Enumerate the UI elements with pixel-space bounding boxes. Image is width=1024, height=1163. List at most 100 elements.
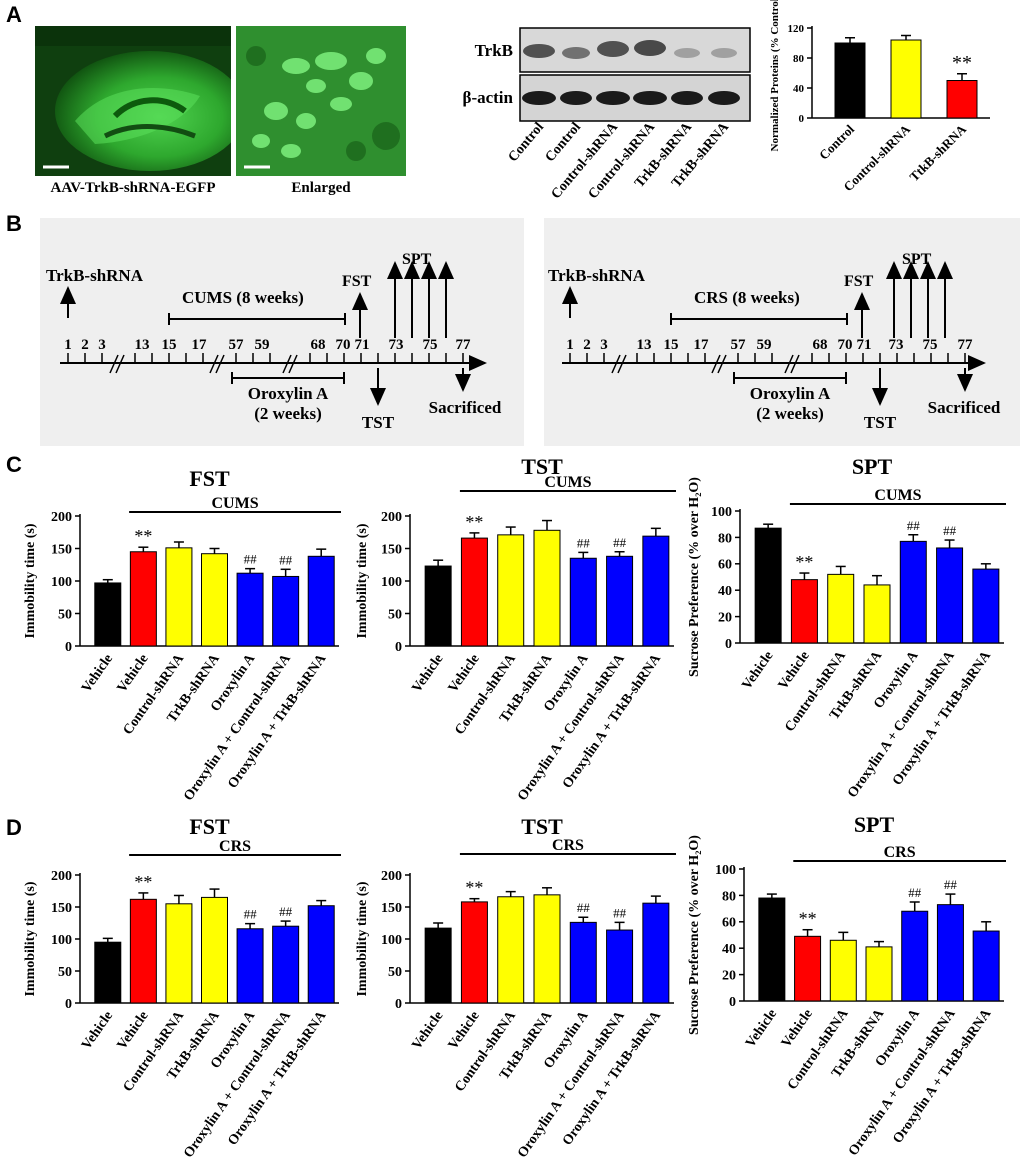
category-label: Vehicle: [779, 1007, 816, 1051]
y-axis-label: Immobility time (s): [355, 523, 370, 638]
day-label: 70: [336, 337, 351, 353]
day-label: 17: [694, 337, 710, 353]
y-axis-label: Immobility time (s): [355, 881, 370, 996]
day-label: 77: [958, 337, 974, 353]
category-label: Vehicle: [743, 1007, 780, 1051]
bar: [899, 540, 927, 644]
significance-label: **: [465, 878, 483, 898]
bar: [94, 582, 122, 647]
tst-label: TST: [362, 413, 395, 432]
category-label: Vehicle: [409, 652, 446, 696]
y-tick-label: 100: [51, 933, 72, 948]
y-tick-label: 200: [51, 510, 72, 525]
panel-letter-b: B: [6, 211, 22, 236]
bar: [460, 901, 488, 1004]
day-label: 57: [229, 337, 245, 353]
protein-bar-chart: 0 40 80 120 Normalized Proteins (% Control) C…: [769, 0, 990, 194]
y-tick-label: 50: [388, 965, 402, 980]
y-axis-label: Sucrose Preference (% over H₂O): [687, 477, 702, 677]
trkb-bands: [523, 40, 737, 59]
bar: [865, 946, 893, 1002]
day-label: 17: [192, 337, 208, 353]
trkb-row-label: TrkB: [475, 41, 513, 60]
day-label: 75: [423, 337, 438, 353]
bar: [972, 930, 1000, 1002]
chart-group: SPT CUMS 0 20 40 60 80 100 Sucrose Preference (%…: [687, 454, 1006, 801]
blot-lane-labels: Control Control Control-shRNA Control-sh…: [506, 119, 733, 202]
day-label: 3: [600, 337, 608, 353]
y-axis-label: Normalized Proteins (% Control): [769, 0, 781, 151]
y-tick-label: 100: [381, 575, 402, 590]
bar: [829, 939, 857, 1002]
significance-label: ##: [613, 905, 627, 920]
y-tick-label: 50: [388, 607, 402, 622]
significance-label: ##: [279, 904, 293, 919]
category-label: Vehicle: [79, 1009, 116, 1053]
bar: [790, 579, 818, 644]
bar: [272, 925, 300, 1004]
axis-break-marks: [109, 354, 298, 374]
bar: [606, 555, 634, 647]
actin-bands: [522, 91, 740, 105]
bar: [236, 572, 264, 647]
bar: [129, 551, 157, 647]
day-label: 13: [135, 337, 150, 353]
bar: [569, 921, 597, 1004]
lane-label: Control-shRNA: [586, 119, 659, 202]
day-label: 75: [923, 337, 938, 353]
significance-label: ##: [943, 523, 957, 538]
significance-label: ##: [279, 552, 293, 567]
chart-title: FST: [189, 814, 230, 839]
day-label: 1: [64, 337, 72, 353]
y-tick-label: 20: [722, 969, 736, 984]
day-label: 59: [757, 337, 772, 353]
panel-letter-c: C: [6, 452, 22, 477]
y-tick-label: 40: [793, 83, 805, 95]
y-tick-label: 0: [395, 640, 402, 655]
y-tick-label: 0: [395, 997, 402, 1012]
y-tick-label: 0: [799, 113, 805, 125]
timeline-ticks: [569, 353, 966, 363]
significance-label: **: [134, 526, 152, 546]
bar: [424, 565, 452, 647]
bar: [165, 903, 193, 1004]
y-tick-label: 200: [381, 869, 402, 884]
day-label: 71: [355, 337, 370, 353]
fst-label: FST: [844, 273, 874, 290]
category-label: Vehicle: [739, 649, 776, 693]
y-tick-label: 200: [381, 510, 402, 525]
cums-spt-chart: SPT CUMS 0 20 40 60 80 100 Sucrose Preference (%…: [687, 454, 1006, 801]
bar: [424, 927, 452, 1004]
panel-letter-a: A: [6, 2, 22, 27]
bar: [642, 535, 670, 647]
bar: [129, 898, 157, 1004]
group-label: CRS: [884, 844, 916, 861]
significance-label: ##: [908, 885, 922, 900]
sacrificed-label: Sacrificed: [928, 398, 1001, 417]
y-tick-label: 100: [715, 863, 736, 878]
bar: [165, 547, 193, 647]
bar: [606, 929, 634, 1004]
bar: [497, 534, 525, 647]
bar: [936, 547, 964, 644]
category-label: Vehicle: [776, 649, 813, 693]
group-label: CUMS: [544, 474, 591, 491]
day-label: 15: [162, 337, 177, 353]
bar: [794, 935, 822, 1002]
drug-label: Oroxylin A: [248, 384, 329, 403]
bar: [307, 555, 335, 647]
bar: [460, 537, 488, 647]
bar: [901, 910, 929, 1002]
significance-label: ##: [577, 535, 591, 550]
panel-letter-d: D: [6, 815, 22, 840]
spt-label: SPT: [402, 251, 432, 268]
bar: [946, 80, 978, 119]
day-label: 68: [813, 337, 828, 353]
axis-break-marks: [611, 354, 800, 374]
bar: [272, 575, 300, 647]
stress-label: CRS (8 weeks): [694, 288, 800, 307]
